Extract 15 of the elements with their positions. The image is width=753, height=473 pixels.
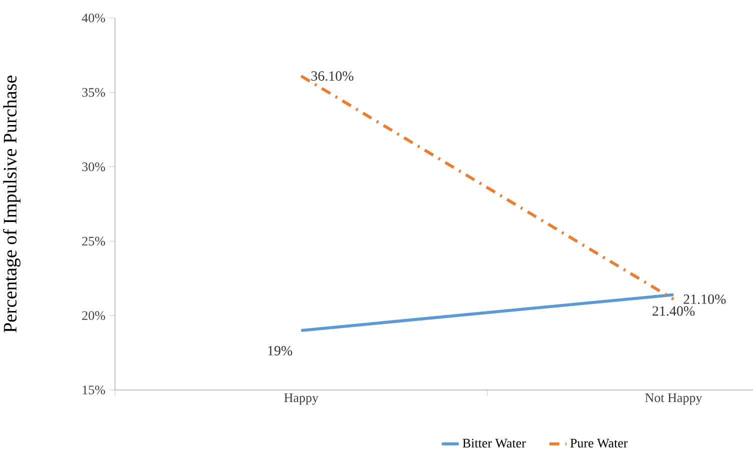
y-tick-label: 35% [82,88,106,97]
y-tick-label: 30% [82,162,106,172]
data-label: 36.10% [311,71,354,81]
y-tick-label: 25% [82,236,106,246]
legend-label: Bitter Water [462,438,526,448]
y-tick-label: 40% [82,14,106,22]
y-axis-title: Percentage of Impulsive Purchase [2,76,20,332]
legend-label: Pure Water [570,438,628,448]
y-tick-label: 15% [82,386,106,394]
x-tick-label: Happy [284,394,318,405]
data-label: 21.40% [652,306,695,316]
data-label: 19% [268,346,292,356]
y-tick-label: 20% [82,311,106,320]
data-label: 21.10% [684,294,726,304]
x-tick-label: Not Happy [645,394,702,405]
